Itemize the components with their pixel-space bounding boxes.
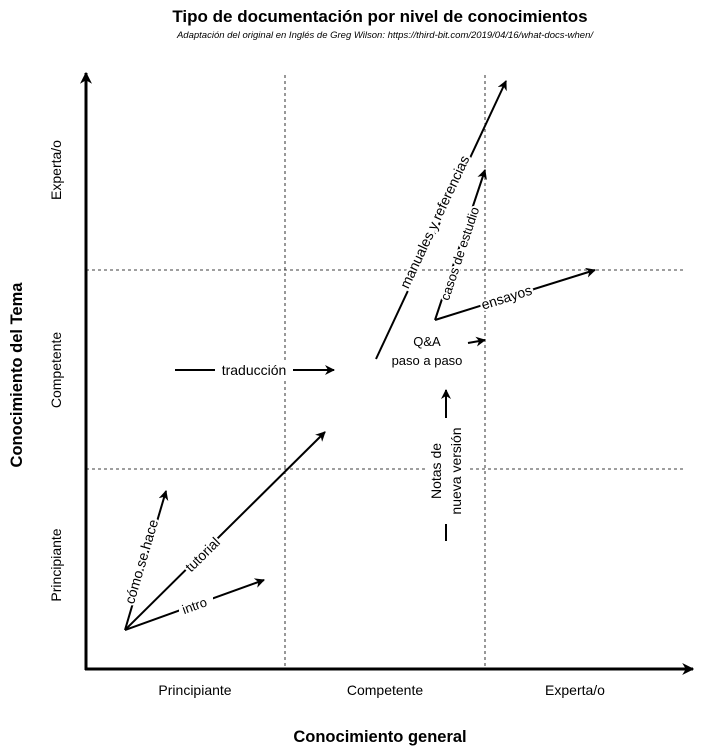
label-release-notes-1: Notas de [428, 443, 444, 499]
arrow-qa [467, 336, 486, 347]
arrow-howto [124, 490, 169, 631]
diagram-title: Tipo de documentación por nivel de conoc… [172, 7, 587, 26]
arrow-essays [434, 267, 596, 321]
y-level-experta: Experta/o [48, 140, 64, 200]
x-level-experta: Experta/o [545, 682, 605, 698]
arrow-tutorial [124, 431, 326, 631]
arrow-manuals [375, 80, 507, 360]
label-release-notes-2: nueva versión [448, 427, 464, 514]
x-level-principiante: Principiante [158, 682, 231, 698]
label-tutorial: tutorial [182, 534, 223, 575]
diagram-subtitle: Adaptación del original en Inglés de Gre… [176, 30, 594, 41]
label-howto: cómo se hace [121, 517, 161, 605]
label-translation: traducción [222, 362, 287, 378]
x-axis-title: Conocimiento general [293, 728, 466, 746]
x-level-competente: Competente [347, 682, 423, 698]
y-axis-title: Conocimiento del Tema [8, 282, 26, 468]
label-step-by-step: paso a paso [392, 353, 463, 368]
label-qa: Q&A [413, 334, 441, 349]
y-level-competente: Competente [48, 332, 64, 408]
y-level-principiante: Principiante [48, 528, 64, 601]
label-essays: ensayos [479, 282, 534, 313]
arrow-case-studies [434, 169, 487, 321]
